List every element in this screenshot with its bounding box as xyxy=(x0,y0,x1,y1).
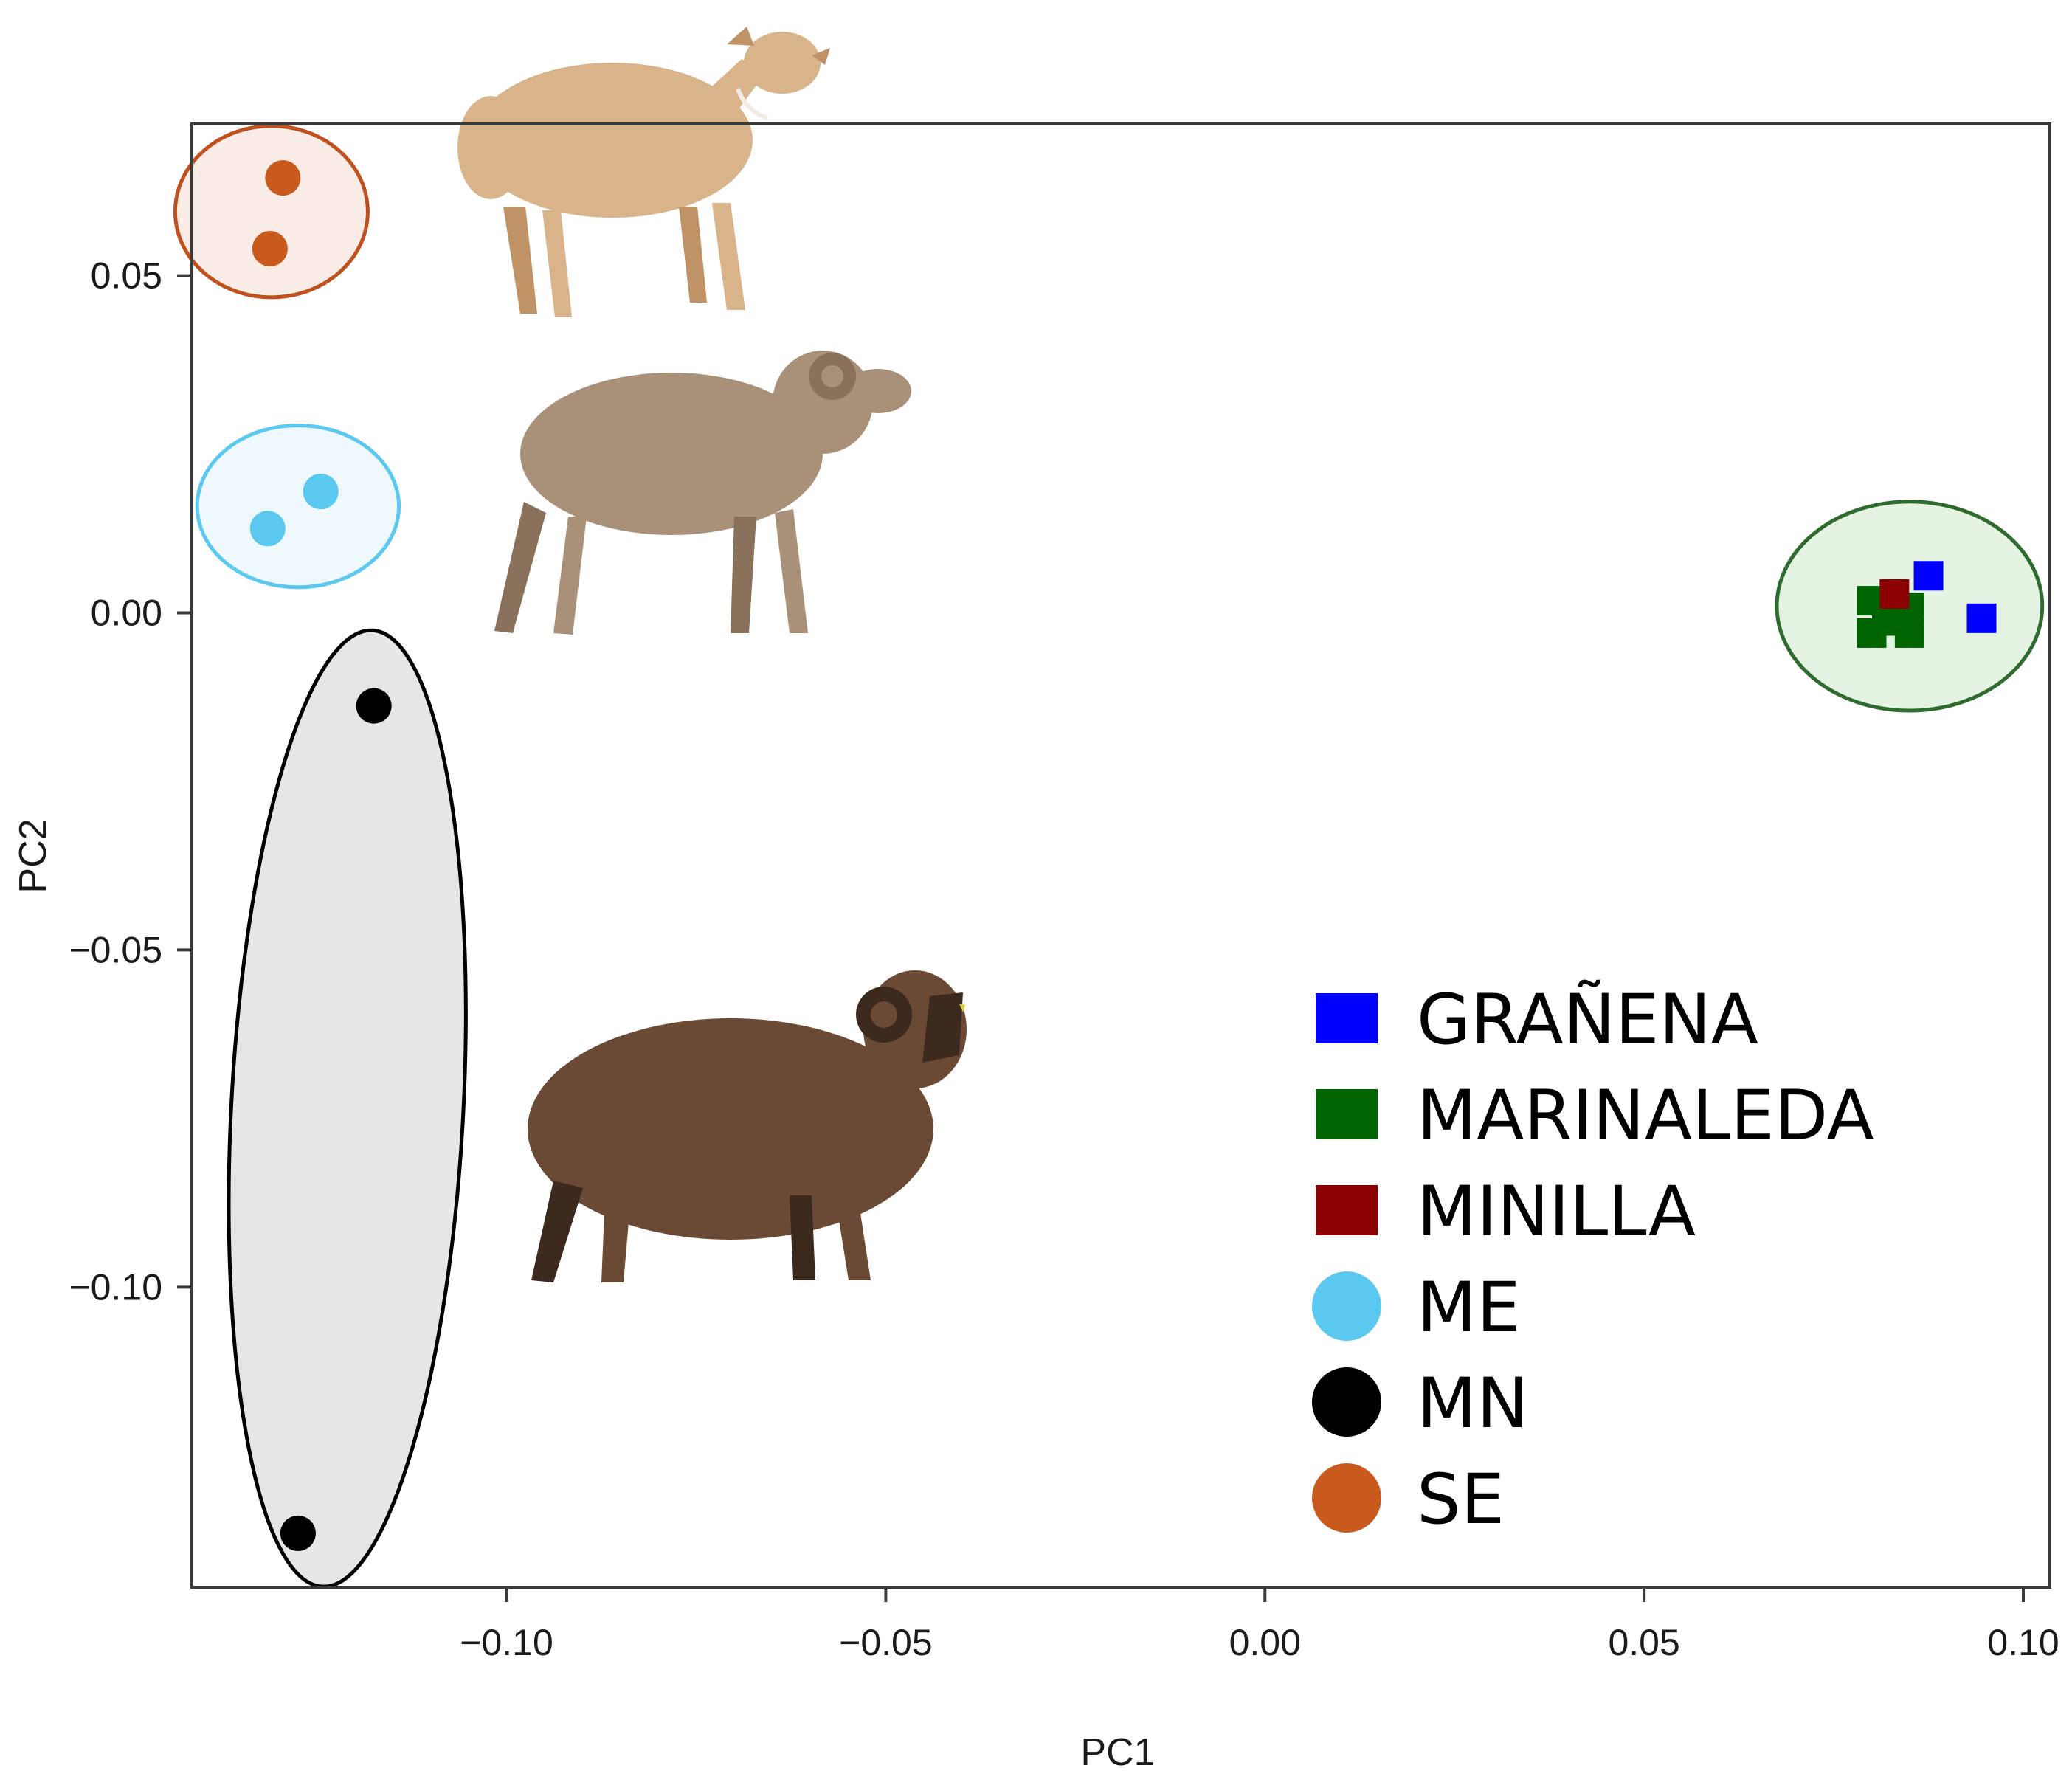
ellipse-mn xyxy=(227,628,468,1589)
x-axis: −0.10 −0.05 0.00 0.05 0.10 xyxy=(460,1586,2059,1663)
x-tick-label: −0.10 xyxy=(460,1622,553,1663)
legend-label: ME xyxy=(1417,1268,1521,1348)
point-me xyxy=(303,474,339,510)
y-axis-title: PC2 xyxy=(12,818,55,893)
x-tick-label: 0.10 xyxy=(1987,1622,2059,1663)
legend-item: GRAÑENA xyxy=(1316,979,1758,1060)
ellipse-se xyxy=(173,124,370,300)
legend-item: MINILLA xyxy=(1316,1172,1696,1252)
legend-label: GRAÑENA xyxy=(1417,979,1758,1060)
merino-ram-image xyxy=(494,351,911,635)
x-axis-title: PC1 xyxy=(1080,1731,1155,1774)
legend-swatch xyxy=(1312,1463,1381,1533)
legend-label: MN xyxy=(1417,1364,1528,1444)
point-marinaleda xyxy=(1857,618,1887,648)
y-tick-label: −0.05 xyxy=(69,929,162,970)
legend-item: SE xyxy=(1312,1460,1505,1540)
x-tick-label: 0.05 xyxy=(1608,1622,1679,1663)
point-se xyxy=(265,160,301,196)
legend-label: MARINALEDA xyxy=(1417,1076,1874,1156)
legend-swatch xyxy=(1312,1367,1381,1437)
plot-frame xyxy=(190,122,2051,1589)
y-tick-label: −0.10 xyxy=(69,1266,162,1308)
point-me xyxy=(249,511,286,547)
x-tick-label: 0.00 xyxy=(1229,1622,1301,1663)
legend-swatch xyxy=(1312,1271,1381,1341)
point-granena xyxy=(1966,603,1997,633)
white-sheep-image xyxy=(457,27,830,317)
y-axis: −0.10 −0.05 0.00 0.05 xyxy=(69,255,193,1308)
legend-item: MARINALEDA xyxy=(1316,1076,1874,1156)
y-tick-label: 0.05 xyxy=(91,255,162,297)
cluster-ellipses xyxy=(173,124,2045,1589)
ellipse-me xyxy=(195,423,401,590)
black-ram-image xyxy=(528,970,967,1282)
legend-label: SE xyxy=(1417,1460,1505,1540)
legend-swatch xyxy=(1316,1089,1378,1139)
legend-label: MINILLA xyxy=(1417,1172,1696,1252)
legend-item: MN xyxy=(1312,1364,1528,1444)
point-marinaleda xyxy=(1883,606,1913,636)
point-granena xyxy=(1913,561,1944,591)
legend-swatch xyxy=(1316,1185,1378,1235)
legend: GRAÑENA MARINALEDA MINILLA ME MN SE xyxy=(1312,979,1874,1540)
point-se xyxy=(252,231,288,267)
point-minilla xyxy=(1879,579,1910,609)
y-tick-label: 0.00 xyxy=(91,593,162,634)
legend-item: ME xyxy=(1312,1268,1521,1348)
data-points xyxy=(249,160,1997,1551)
x-tick-label: −0.05 xyxy=(839,1622,933,1663)
point-mn xyxy=(280,1515,316,1551)
point-mn xyxy=(356,688,392,724)
legend-swatch xyxy=(1316,993,1378,1043)
